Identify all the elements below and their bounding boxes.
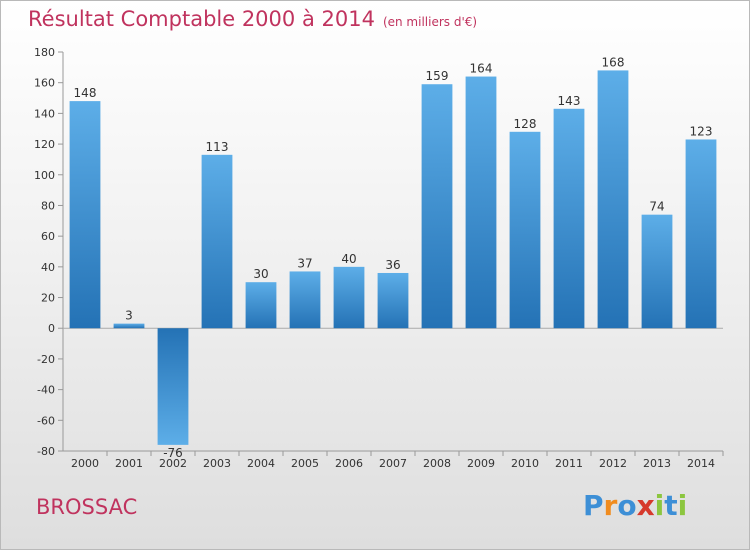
- y-tick-label: 40: [41, 261, 55, 274]
- y-tick-label: 100: [34, 169, 55, 182]
- bar-value-label: 168: [602, 55, 625, 69]
- x-tick-label: 2002: [159, 457, 187, 470]
- bar: [113, 323, 145, 329]
- y-tick-label: 0: [48, 322, 55, 335]
- y-tick-label: 80: [41, 199, 55, 212]
- bar: [509, 131, 541, 329]
- y-tick-label: 180: [34, 46, 55, 59]
- chart-title-unit: (en milliers d'€): [382, 15, 478, 29]
- y-tick-label: 160: [34, 77, 55, 90]
- chart-title-main: Résultat Comptable 2000 à 2014: [28, 7, 375, 31]
- x-tick-label: 2007: [379, 457, 407, 470]
- bar-value-label: 123: [690, 124, 713, 138]
- x-tick-label: 2008: [423, 457, 451, 470]
- bar: [289, 271, 321, 329]
- bar: [157, 328, 189, 445]
- x-tick-label: 2011: [555, 457, 583, 470]
- bar: [69, 101, 101, 329]
- bar-value-label: 148: [74, 86, 97, 100]
- proxiti-logo: Proxiti: [583, 489, 687, 522]
- y-tick-label: -60: [37, 414, 55, 427]
- y-tick-label: -40: [37, 384, 55, 397]
- logo-letter: x: [636, 489, 655, 522]
- bar: [597, 70, 629, 329]
- logo-letter: P: [583, 489, 604, 522]
- y-tick-label: -80: [37, 445, 55, 458]
- bar-value-label: 128: [514, 117, 537, 131]
- bar-value-label: 36: [385, 258, 400, 272]
- bar-value-label: 37: [297, 256, 312, 270]
- x-tick-label: 2005: [291, 457, 319, 470]
- x-tick-label: 2012: [599, 457, 627, 470]
- bar-value-label: 40: [341, 252, 356, 266]
- bar-value-label: 74: [649, 200, 664, 214]
- bar: [553, 108, 585, 329]
- bar: [245, 282, 277, 329]
- y-tick-label: 120: [34, 138, 55, 151]
- y-tick-label: -20: [37, 353, 55, 366]
- bar: [201, 154, 233, 329]
- x-tick-label: 2004: [247, 457, 275, 470]
- x-tick-label: 2000: [71, 457, 99, 470]
- bar: [685, 139, 717, 329]
- y-tick-label: 140: [34, 107, 55, 120]
- logo-letter: i: [654, 489, 665, 522]
- x-tick-label: 2010: [511, 457, 539, 470]
- bar-value-label: 3: [125, 309, 133, 323]
- x-tick-label: 2001: [115, 457, 143, 470]
- bar: [333, 266, 365, 329]
- logo-letter: o: [617, 489, 637, 522]
- x-tick-label: 2014: [687, 457, 715, 470]
- x-tick-label: 2009: [467, 457, 495, 470]
- bar: [465, 76, 497, 329]
- commune-name: BROSSAC: [36, 495, 138, 519]
- x-tick-label: 2006: [335, 457, 363, 470]
- bar-value-label: 164: [470, 62, 493, 76]
- bar-value-label: -76: [163, 446, 183, 460]
- y-tick-label: 60: [41, 230, 55, 243]
- bar-value-label: 143: [558, 94, 581, 108]
- bar: [377, 272, 409, 329]
- logo-letter: r: [603, 489, 618, 522]
- bar-value-label: 30: [253, 267, 268, 281]
- bar-value-label: 113: [206, 140, 229, 154]
- chart-title: Résultat Comptable 2000 à 2014 (en millie…: [28, 7, 477, 31]
- bar: [421, 84, 453, 329]
- logo-letter: i: [677, 489, 688, 522]
- x-tick-label: 2013: [643, 457, 671, 470]
- x-tick-label: 2003: [203, 457, 231, 470]
- bar: [641, 214, 673, 329]
- y-tick-label: 20: [41, 292, 55, 305]
- bar-value-label: 159: [426, 69, 449, 83]
- logo-letter: t: [664, 489, 678, 522]
